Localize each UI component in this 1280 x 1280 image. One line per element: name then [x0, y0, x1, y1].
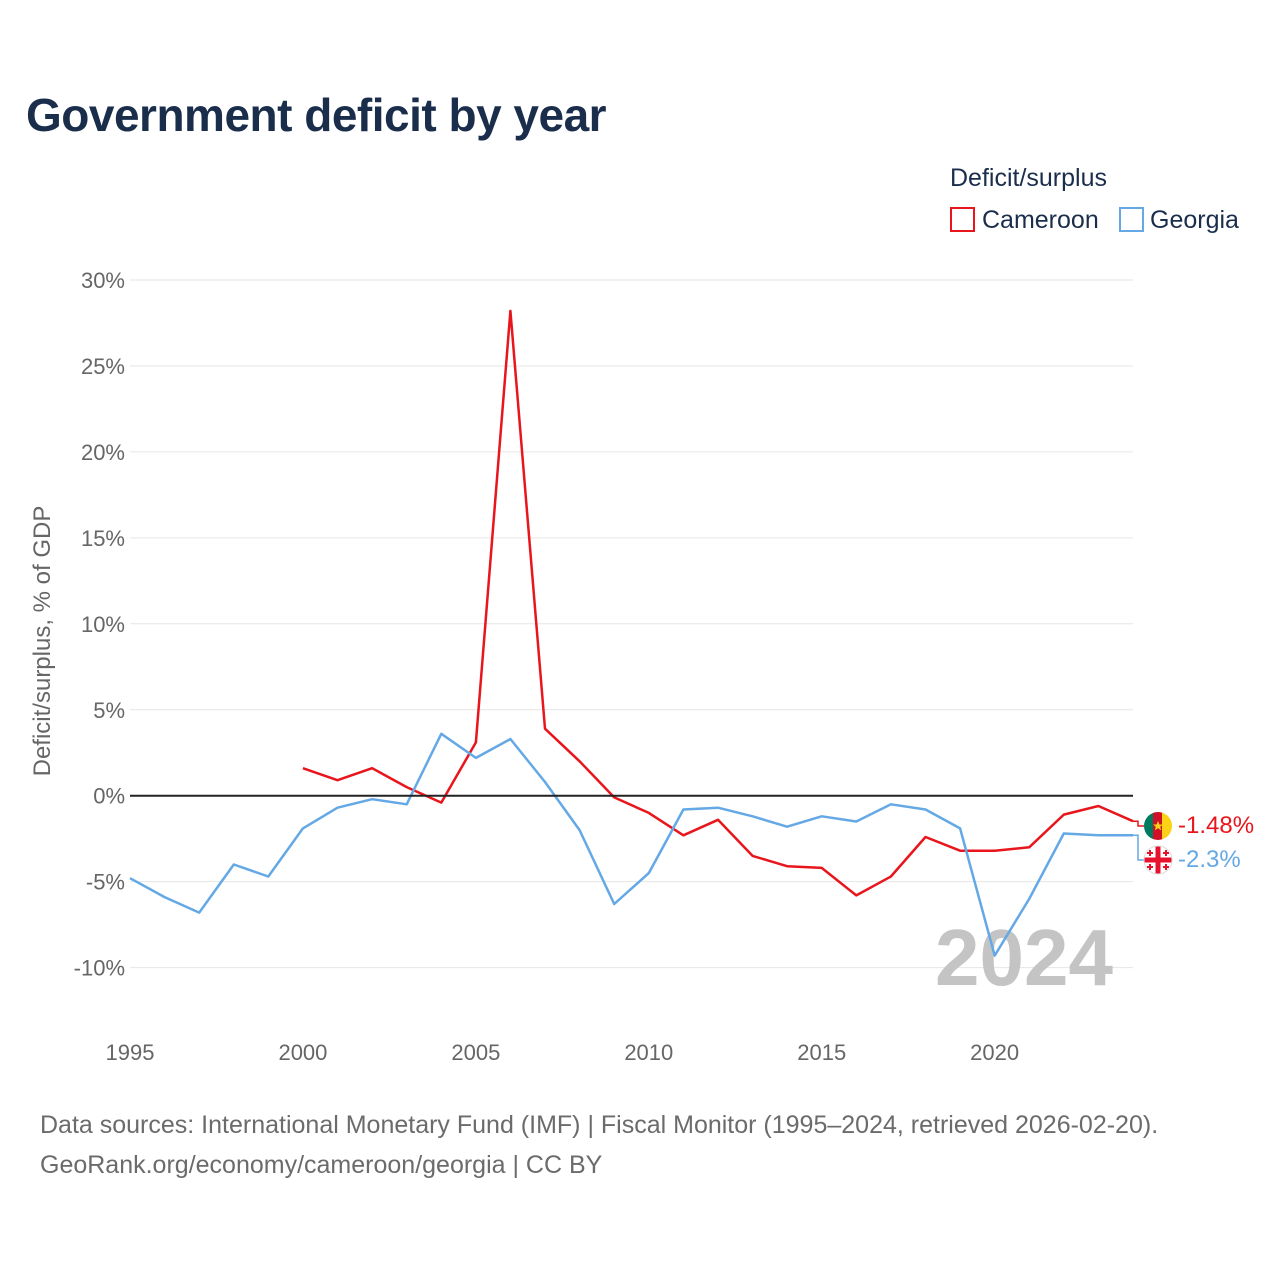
line-chart: 2024 30% 25% 20% 15% 10% 5% 0% -5% -10% 1995 2000 2… [29, 164, 1254, 1065]
data-point-georgia [681, 807, 685, 811]
data-point-cameroon [508, 309, 512, 313]
data-point-cameroon [336, 778, 340, 782]
x-tick-label: 2000 [278, 1040, 327, 1065]
end-labels: -1.48% -2.3% [1133, 812, 1254, 875]
y-tick-label: 15% [81, 526, 125, 551]
data-point-georgia [405, 802, 409, 806]
data-point-georgia [820, 814, 824, 818]
legend-swatch-georgia [1119, 207, 1144, 232]
legend-item-georgia[interactable]: Georgia [1119, 206, 1239, 234]
data-point-georgia [197, 911, 201, 915]
data-point-georgia [578, 828, 582, 832]
data-point-georgia [301, 826, 305, 830]
data-point-georgia [439, 732, 443, 736]
data-point-cameroon [647, 811, 651, 815]
data-sources-note: Data sources: International Monetary Fun… [40, 1111, 1159, 1139]
data-point-cameroon [439, 801, 443, 805]
data-point-georgia [923, 807, 927, 811]
y-tick-label: 20% [81, 440, 125, 465]
data-point-georgia [854, 820, 858, 824]
year-watermark: 2024 [935, 913, 1113, 1002]
data-point-cameroon [993, 849, 997, 853]
series-lines [128, 309, 1134, 958]
data-point-georgia [543, 780, 547, 784]
data-point-cameroon [923, 835, 927, 839]
data-point-georgia [128, 876, 132, 880]
data-point-cameroon [889, 875, 893, 879]
y-tick-label: 25% [81, 354, 125, 379]
data-point-georgia [163, 895, 167, 899]
cameroon-end-connector [1133, 820, 1144, 827]
axes: 30% 25% 20% 15% 10% 5% 0% -5% -10% 1995 2000 2005 20… [74, 268, 1133, 1065]
series-line-cameroon[interactable] [302, 309, 1134, 897]
georgia-end-value: -2.3% [1178, 846, 1241, 873]
x-tick-label: 1995 [106, 1040, 155, 1065]
cameroon-end-value: -1.48% [1178, 812, 1254, 839]
data-point-georgia [266, 875, 270, 879]
footer: Data sources: International Monetary Fun… [40, 1105, 1158, 1185]
data-point-georgia [647, 871, 651, 875]
page-title: Government deficit by year [26, 89, 607, 141]
y-tick-label: 10% [81, 612, 125, 637]
legend-label-georgia: Georgia [1150, 206, 1239, 234]
y-tick-label: -10% [74, 956, 125, 981]
data-point-cameroon [578, 759, 582, 763]
data-point-georgia [993, 954, 997, 958]
data-point-cameroon [1096, 804, 1100, 808]
data-point-cameroon [405, 785, 409, 789]
x-tick-label: 2005 [451, 1040, 500, 1065]
series-line-georgia[interactable] [129, 732, 1133, 957]
legend-item-cameroon[interactable]: Cameroon [950, 206, 1099, 234]
data-point-georgia [474, 756, 478, 760]
y-tick-label: 0% [93, 784, 125, 809]
data-point-georgia [785, 825, 789, 829]
data-point-georgia [612, 902, 616, 906]
cameroon-flag-icon [1144, 812, 1172, 840]
x-tick-label: 2010 [624, 1040, 673, 1065]
data-point-cameroon [820, 866, 824, 870]
data-point-georgia [370, 797, 374, 801]
data-point-cameroon [1062, 813, 1066, 817]
x-tick-label: 2020 [970, 1040, 1019, 1065]
data-point-georgia [232, 862, 236, 866]
data-point-cameroon [1027, 845, 1031, 849]
georgia-end-connector [1133, 834, 1144, 861]
data-point-georgia [336, 806, 340, 810]
y-tick-label: 5% [93, 698, 125, 723]
data-point-georgia [1027, 897, 1031, 901]
data-point-cameroon [474, 740, 478, 744]
georgia-flag-icon [1143, 845, 1173, 875]
data-point-cameroon [854, 893, 858, 897]
data-point-georgia [508, 737, 512, 741]
legend-swatch-cameroon [950, 207, 975, 232]
data-point-cameroon [785, 864, 789, 868]
data-point-cameroon [301, 766, 305, 770]
y-tick-label: 30% [81, 268, 125, 293]
data-point-georgia [889, 802, 893, 806]
x-tick-label: 2015 [797, 1040, 846, 1065]
data-point-cameroon [370, 766, 374, 770]
legend-label-cameroon: Cameroon [982, 206, 1099, 234]
year-watermark-group: 2024 [935, 913, 1113, 1002]
legend: Deficit/surplus Cameroon Georgia [950, 164, 1239, 234]
data-point-georgia [1062, 832, 1066, 836]
data-point-georgia [1096, 833, 1100, 837]
legend-title: Deficit/surplus [950, 164, 1107, 192]
data-point-georgia [751, 814, 755, 818]
y-axis-title: Deficit/surplus, % of GDP [29, 506, 56, 777]
data-point-georgia [716, 806, 720, 810]
data-point-cameroon [681, 833, 685, 837]
data-point-cameroon [716, 818, 720, 822]
gridlines [130, 279, 1133, 969]
data-point-cameroon [543, 727, 547, 731]
data-point-cameroon [751, 854, 755, 858]
data-point-georgia [958, 826, 962, 830]
data-point-cameroon [958, 849, 962, 853]
y-tick-label: -5% [86, 870, 125, 895]
attribution-link[interactable]: GeoRank.org/economy/cameroon/georgia | C… [40, 1151, 603, 1179]
